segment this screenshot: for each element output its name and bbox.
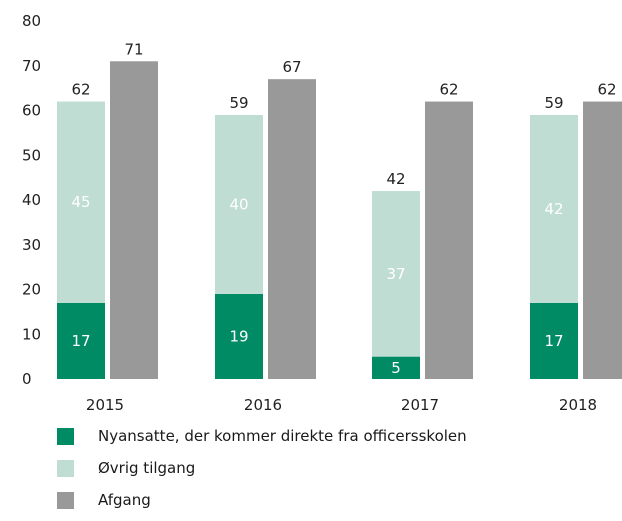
bar-afgang bbox=[583, 101, 622, 380]
legend-swatch-nyansatte bbox=[57, 427, 74, 445]
x-tick-label: 2015 bbox=[86, 396, 124, 414]
data-label-nyansatte: 5 bbox=[391, 359, 401, 377]
legend-label-nyansatte: Nyansatte, der kommer direkte fra office… bbox=[98, 427, 467, 445]
data-label-nyansatte: 17 bbox=[544, 332, 563, 350]
bar-chart: 0 10 20 30 40 50 60 70 80 17 45 62 71 19 40 59 67 5 37 42 6… bbox=[22, 12, 622, 414]
data-label-nyansatte: 17 bbox=[71, 332, 90, 350]
bar-nyansatte bbox=[372, 356, 420, 379]
data-label-oevrig-tilgang: 42 bbox=[544, 200, 563, 218]
x-axis: 2015 2016 2017 2018 bbox=[86, 396, 597, 414]
x-tick-label: 2017 bbox=[401, 396, 439, 414]
data-label-oevrig-tilgang: 37 bbox=[386, 265, 405, 283]
data-label-oevrig-tilgang: 45 bbox=[71, 193, 90, 211]
x-tick-label: 2018 bbox=[559, 396, 597, 414]
x-tick-label: 2016 bbox=[244, 396, 282, 414]
data-label-afgang: 62 bbox=[439, 81, 458, 99]
legend: Nyansatte, der kommer direkte fra office… bbox=[57, 425, 467, 521]
data-label-afgang: 62 bbox=[597, 81, 616, 99]
data-label-oevrig-tilgang: 40 bbox=[229, 195, 248, 213]
y-tick-label: 20 bbox=[22, 281, 41, 299]
bars: 17 45 62 71 19 40 59 67 5 37 42 62 17 42 59 62 bbox=[57, 40, 622, 380]
legend-item-oevrig-tilgang: Øvrig tilgang bbox=[57, 457, 467, 479]
legend-label-afgang: Afgang bbox=[98, 491, 151, 509]
y-tick-label: 10 bbox=[22, 325, 41, 343]
bar-oevrig-tilgang bbox=[530, 114, 578, 303]
legend-item-afgang: Afgang bbox=[57, 489, 467, 511]
y-axis: 0 10 20 30 40 50 60 70 80 bbox=[22, 12, 41, 388]
bar-afgang bbox=[268, 79, 316, 380]
legend-swatch-oevrig-tilgang bbox=[57, 459, 74, 477]
data-label-afgang: 67 bbox=[282, 58, 301, 76]
y-tick-label: 70 bbox=[22, 57, 41, 75]
data-label-total-tilgang: 62 bbox=[71, 81, 90, 99]
y-tick-label: 30 bbox=[22, 236, 41, 254]
y-tick-label: 60 bbox=[22, 102, 41, 120]
data-label-total-tilgang: 59 bbox=[544, 94, 563, 112]
y-tick-label: 80 bbox=[22, 12, 41, 30]
bar-nyansatte bbox=[530, 302, 578, 379]
y-tick-label: 0 bbox=[22, 370, 32, 388]
data-label-afgang: 71 bbox=[124, 40, 143, 58]
legend-swatch-afgang bbox=[57, 491, 74, 509]
bar-oevrig-tilgang bbox=[215, 114, 263, 294]
bar-afgang bbox=[110, 61, 158, 380]
data-label-nyansatte: 19 bbox=[229, 327, 248, 345]
data-label-total-tilgang: 42 bbox=[386, 170, 405, 188]
y-tick-label: 50 bbox=[22, 146, 41, 164]
data-label-total-tilgang: 59 bbox=[229, 94, 248, 112]
legend-label-oevrig-tilgang: Øvrig tilgang bbox=[98, 459, 196, 477]
legend-item-nyansatte: Nyansatte, der kommer direkte fra office… bbox=[57, 425, 467, 447]
y-tick-label: 40 bbox=[22, 191, 41, 209]
bar-nyansatte bbox=[215, 293, 263, 379]
bar-oevrig-tilgang bbox=[372, 191, 420, 357]
bar-oevrig-tilgang bbox=[57, 101, 105, 303]
bar-nyansatte bbox=[57, 302, 105, 379]
bar-afgang bbox=[425, 101, 473, 380]
